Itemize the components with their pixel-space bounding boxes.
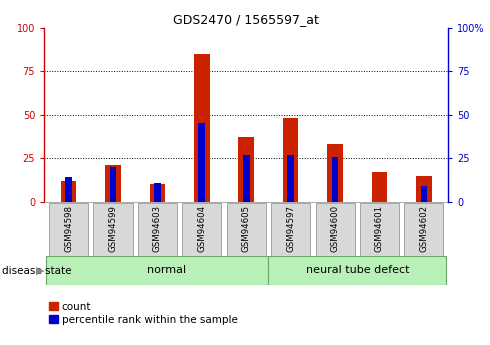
Text: GSM94597: GSM94597 [286,205,295,252]
Title: GDS2470 / 1565597_at: GDS2470 / 1565597_at [173,13,319,27]
Text: GSM94598: GSM94598 [64,205,73,252]
Bar [420,186,427,202]
Text: GSM94603: GSM94603 [153,205,162,252]
Bar [65,177,72,202]
Text: GSM94605: GSM94605 [242,205,251,252]
FancyBboxPatch shape [360,203,399,256]
Bar [287,155,294,202]
FancyBboxPatch shape [271,203,310,256]
Bar [416,176,432,202]
Bar [243,155,249,202]
FancyBboxPatch shape [138,203,177,256]
FancyBboxPatch shape [47,256,269,285]
Text: GSM94604: GSM94604 [197,205,206,252]
Text: normal: normal [147,266,186,275]
FancyBboxPatch shape [94,203,132,256]
FancyBboxPatch shape [404,203,443,256]
FancyBboxPatch shape [227,203,266,256]
FancyBboxPatch shape [182,203,221,256]
Bar [110,167,116,202]
Bar [61,181,76,202]
Bar [239,137,254,202]
FancyBboxPatch shape [269,256,446,285]
Text: ▶: ▶ [36,266,44,276]
FancyBboxPatch shape [316,203,355,256]
Bar [283,118,298,202]
Text: neural tube defect: neural tube defect [306,266,409,275]
Bar [105,165,121,202]
Legend: count, percentile rank within the sample: count, percentile rank within the sample [49,302,238,325]
FancyBboxPatch shape [49,203,88,256]
Text: GSM94601: GSM94601 [375,205,384,252]
Text: GSM94599: GSM94599 [108,205,118,252]
Bar [149,185,165,202]
Bar [372,172,387,202]
Bar [327,144,343,202]
Bar [194,54,210,202]
Bar [154,183,161,202]
Text: GSM94602: GSM94602 [419,205,428,252]
Bar [332,157,339,202]
Text: GSM94600: GSM94600 [331,205,340,252]
Bar [198,124,205,202]
Text: disease state: disease state [2,266,72,276]
